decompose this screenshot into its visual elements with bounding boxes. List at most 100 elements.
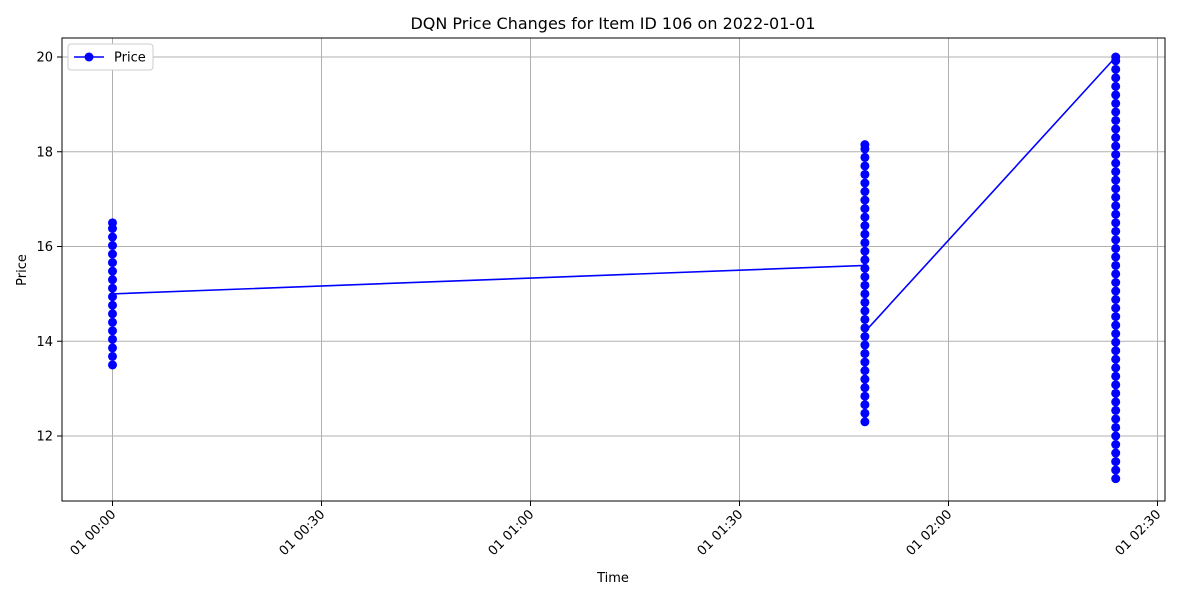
price-point <box>108 258 117 268</box>
price-point <box>108 241 117 251</box>
price-point <box>860 221 870 231</box>
price-point <box>1111 167 1121 177</box>
price-point <box>860 229 870 239</box>
y-tick-label: 18 <box>36 145 53 160</box>
legend-box <box>67 43 154 71</box>
price-point <box>860 187 870 197</box>
price-point <box>1111 354 1121 364</box>
price-point <box>1111 457 1121 467</box>
price-point <box>1111 397 1121 407</box>
price-point <box>108 275 117 285</box>
price-point <box>860 195 870 205</box>
price-point <box>1111 363 1121 373</box>
price-point <box>1111 329 1121 339</box>
price-point <box>860 178 870 188</box>
price-point <box>1111 201 1121 211</box>
price-point <box>1111 209 1121 219</box>
price-point <box>860 204 870 214</box>
price-point <box>860 340 870 350</box>
price-point <box>1111 286 1121 296</box>
price-point <box>860 357 870 367</box>
price-point <box>108 351 117 361</box>
price-line <box>112 56 1117 334</box>
price-point <box>860 349 870 359</box>
price-point <box>860 161 870 171</box>
price-point <box>1111 133 1121 143</box>
price-series <box>108 52 1121 484</box>
price-point <box>1111 388 1121 398</box>
price-point <box>1111 124 1121 134</box>
price-point <box>1111 278 1121 288</box>
price-point <box>1111 175 1121 185</box>
price-point <box>860 246 870 256</box>
price-point <box>860 169 870 179</box>
y-tick-label: 14 <box>36 335 53 350</box>
price-point <box>108 326 117 336</box>
price-point <box>860 212 870 222</box>
price-point <box>860 152 870 162</box>
price-point <box>108 232 117 242</box>
price-point <box>860 255 870 265</box>
price-point <box>1111 218 1121 228</box>
y-tick-label: 16 <box>36 240 53 255</box>
price-point <box>1111 98 1121 108</box>
price-point <box>1111 107 1121 117</box>
price-point <box>1111 81 1121 91</box>
chart-title: DQN Price Changes for Item ID 106 on 202… <box>410 14 815 33</box>
x-axis-label: Time <box>596 571 629 586</box>
price-point <box>1111 295 1121 305</box>
price-point <box>1111 115 1121 125</box>
legend-label-price: Price <box>114 51 146 66</box>
price-point <box>108 218 117 228</box>
price-point <box>1111 252 1121 262</box>
legend: Price <box>67 43 154 71</box>
price-point <box>1111 73 1121 83</box>
price-point <box>108 283 117 293</box>
price-point <box>108 343 117 353</box>
price-point <box>1111 303 1121 313</box>
price-point <box>1111 141 1121 151</box>
price-point <box>860 417 870 427</box>
price-point <box>108 309 117 319</box>
price-point <box>1111 235 1121 245</box>
price-point <box>108 266 117 276</box>
price-point <box>1111 431 1121 441</box>
price-point <box>860 238 870 248</box>
price-point <box>1111 150 1121 160</box>
y-tick-label: 20 <box>36 51 53 66</box>
price-point <box>1111 414 1121 424</box>
price-point <box>860 391 870 401</box>
price-point <box>1111 64 1121 74</box>
price-point <box>1111 346 1121 356</box>
y-tick-label: 12 <box>36 430 53 445</box>
price-point <box>1111 474 1121 484</box>
grid-lines <box>62 38 1165 501</box>
price-point <box>1111 422 1121 432</box>
price-point <box>860 408 870 418</box>
price-point <box>1111 192 1121 202</box>
price-point <box>1111 243 1121 253</box>
price-point <box>1111 440 1121 450</box>
legend-marker-swatch <box>84 52 94 62</box>
price-point <box>860 400 870 410</box>
price-point <box>1111 380 1121 390</box>
price-point <box>860 366 870 376</box>
price-point <box>108 334 117 344</box>
price-point <box>1111 312 1121 322</box>
y-axis-label: Price <box>15 254 30 286</box>
price-point <box>1111 269 1121 279</box>
price-point <box>1111 260 1121 270</box>
price-point <box>860 374 870 384</box>
plot-frame <box>61 37 1166 502</box>
price-point <box>1111 90 1121 100</box>
price-point <box>860 332 870 342</box>
price-point <box>1111 448 1121 458</box>
price-point <box>860 140 870 150</box>
price-point <box>1111 405 1121 415</box>
price-point <box>1111 320 1121 330</box>
price-point <box>108 300 117 310</box>
price-point <box>1111 337 1121 347</box>
price-point <box>1111 226 1121 236</box>
